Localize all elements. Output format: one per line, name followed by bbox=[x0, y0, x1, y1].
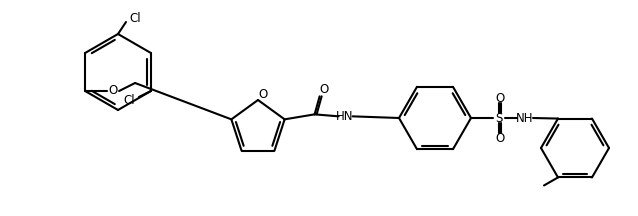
Text: HN: HN bbox=[336, 110, 353, 123]
Text: S: S bbox=[495, 111, 503, 124]
Text: Cl: Cl bbox=[129, 11, 141, 24]
Text: O: O bbox=[495, 132, 505, 145]
Text: NH: NH bbox=[516, 111, 534, 124]
Text: Cl: Cl bbox=[123, 94, 135, 106]
Text: O: O bbox=[319, 83, 329, 96]
Text: O: O bbox=[108, 84, 118, 97]
Text: O: O bbox=[495, 92, 505, 105]
Text: O: O bbox=[258, 89, 267, 102]
